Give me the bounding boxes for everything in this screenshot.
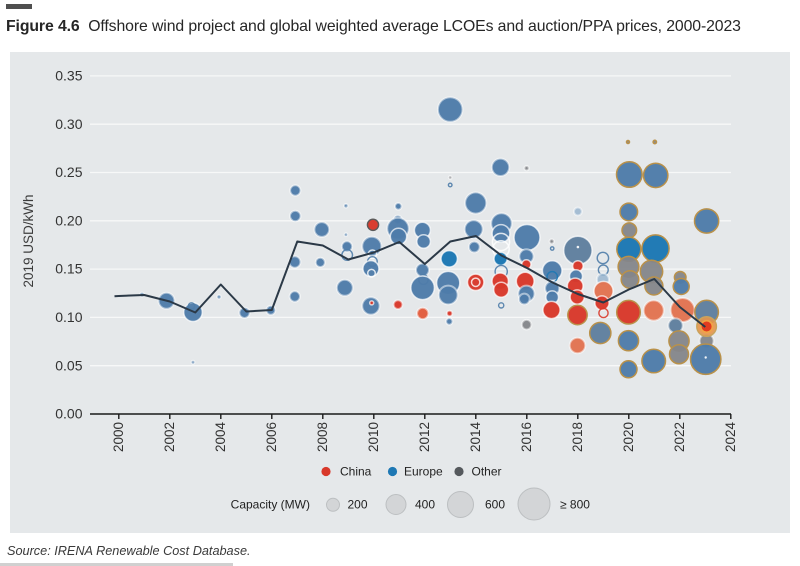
svg-text:2020: 2020 bbox=[621, 422, 636, 452]
svg-text:0.05: 0.05 bbox=[55, 357, 82, 373]
svg-text:0.25: 0.25 bbox=[55, 164, 82, 180]
svg-text:2016: 2016 bbox=[519, 422, 534, 452]
svg-text:0.20: 0.20 bbox=[55, 212, 82, 228]
svg-text:Other: Other bbox=[472, 465, 502, 479]
svg-text:600: 600 bbox=[485, 498, 505, 512]
svg-text:2022: 2022 bbox=[672, 422, 687, 452]
svg-text:China: China bbox=[340, 465, 372, 479]
svg-text:200: 200 bbox=[348, 498, 368, 512]
svg-text:2014: 2014 bbox=[468, 421, 483, 452]
svg-text:2008: 2008 bbox=[315, 422, 330, 452]
svg-text:0.15: 0.15 bbox=[55, 261, 82, 277]
svg-text:2012: 2012 bbox=[417, 422, 432, 452]
svg-text:2000: 2000 bbox=[111, 422, 126, 452]
svg-text:Europe: Europe bbox=[404, 465, 443, 479]
svg-text:400: 400 bbox=[415, 498, 435, 512]
svg-text:0.30: 0.30 bbox=[55, 116, 82, 132]
svg-text:≥ 800: ≥ 800 bbox=[560, 498, 590, 512]
svg-text:2010: 2010 bbox=[366, 422, 381, 452]
svg-text:2019 USD/kWh: 2019 USD/kWh bbox=[21, 194, 36, 287]
svg-text:2002: 2002 bbox=[162, 422, 177, 452]
svg-text:Capacity (MW): Capacity (MW) bbox=[231, 498, 310, 512]
svg-text:2006: 2006 bbox=[264, 422, 279, 452]
svg-text:2024: 2024 bbox=[723, 421, 738, 452]
svg-text:0.00: 0.00 bbox=[55, 406, 82, 422]
svg-text:0.10: 0.10 bbox=[55, 309, 82, 325]
svg-text:0.35: 0.35 bbox=[55, 68, 82, 84]
svg-text:2018: 2018 bbox=[570, 422, 585, 452]
svg-text:2004: 2004 bbox=[213, 421, 228, 452]
